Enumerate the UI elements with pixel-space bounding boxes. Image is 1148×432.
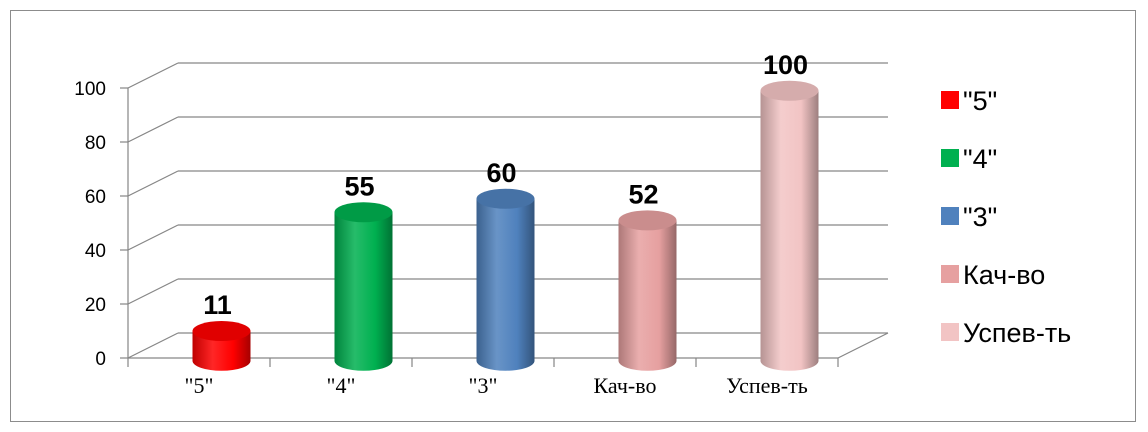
x-tick-label: "5" <box>185 373 214 398</box>
x-tick-label: "3" <box>469 373 498 398</box>
legend-entry: Успев-ть <box>941 318 1071 348</box>
y-tick-label: 80 <box>85 133 106 154</box>
y-tick-label: 100 <box>74 79 106 100</box>
bar <box>334 202 393 371</box>
data-label: 11 <box>203 290 232 320</box>
legend-entry: Кач-во <box>941 260 1045 290</box>
x-tick-label: Кач-во <box>594 373 657 398</box>
data-label: 52 <box>628 179 658 209</box>
data-label: 60 <box>486 158 516 188</box>
bar <box>760 80 819 371</box>
legend-entry: "3" <box>941 202 997 232</box>
legend-swatch <box>941 265 959 283</box>
bars <box>192 80 819 371</box>
legend-swatch <box>941 91 959 109</box>
y-tick-label: 60 <box>85 187 106 208</box>
legend-label: "4" <box>963 144 997 174</box>
legend: "5" "4" "3" Кач-во Успев-ть <box>941 86 1071 348</box>
legend-swatch <box>941 323 959 341</box>
legend-swatch <box>941 207 959 225</box>
legend-entry: "4" <box>941 144 997 174</box>
gridline <box>127 62 888 89</box>
y-tick-label: 0 <box>95 349 106 370</box>
bar <box>618 210 677 371</box>
y-axis-ticks: 0 20 40 60 80 100 <box>74 79 106 370</box>
legend-label: "5" <box>963 86 997 116</box>
legend-label: Кач-во <box>963 260 1045 290</box>
x-tick-label: Успев-ть <box>726 373 808 398</box>
x-tick-label: "4" <box>327 373 356 398</box>
legend-label: Успев-ть <box>963 318 1071 348</box>
data-label: 55 <box>344 171 374 201</box>
bar <box>192 321 251 371</box>
y-tick-label: 20 <box>85 295 106 316</box>
y-tick-label: 40 <box>85 241 106 262</box>
data-labels: 11 55 60 52 100 <box>203 50 808 320</box>
legend-label: "3" <box>963 202 997 232</box>
data-label: 100 <box>763 50 808 80</box>
legend-swatch <box>941 149 959 167</box>
x-axis-labels: "5" "4" "3" Кач-во Успев-ть <box>185 373 808 398</box>
legend-entry: "5" <box>941 86 997 116</box>
bar <box>476 188 535 371</box>
